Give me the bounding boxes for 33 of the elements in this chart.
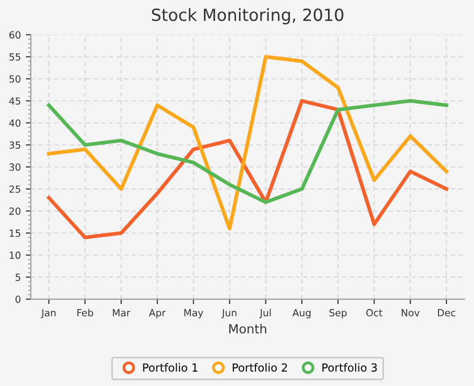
y-tick-label: 35 — [9, 141, 20, 149]
line-series — [47, 99, 448, 204]
x-tick-label: Sep — [330, 309, 347, 318]
y-tick-label: 15 — [10, 230, 20, 237]
x-axis-title: Month — [229, 324, 266, 334]
x-tick-label: Oct — [366, 309, 382, 316]
x-tick-label: Aug — [292, 309, 310, 318]
y-tick-label: 30 — [9, 163, 20, 171]
y-tick-label: 0 — [16, 296, 20, 303]
y-tick-label: 5 — [16, 274, 20, 281]
x-tick-label: Jun — [221, 309, 236, 318]
x-tick-label: Apr — [148, 309, 166, 318]
y-tick-label: 25 — [9, 185, 20, 193]
y-tick-label: 40 — [9, 119, 20, 127]
x-tick-label: Mar — [112, 309, 130, 316]
y-tick-label: 10 — [10, 252, 20, 259]
legend-label: Portfolio 2 — [232, 363, 287, 372]
y-tick-label: 55 — [9, 53, 20, 61]
line-series — [47, 99, 448, 240]
y-tick-label: 45 — [9, 97, 20, 105]
x-tick-label: Jan — [40, 309, 56, 318]
line-series — [47, 54, 448, 230]
chart-title: Stock Monitoring, 2010 — [152, 8, 344, 24]
x-tick-label: Jul — [259, 308, 271, 318]
y-tick-label: 50 — [9, 75, 20, 83]
legend-label: Portfolio 1 — [143, 363, 198, 372]
y-tick-label: 60 — [9, 31, 20, 39]
x-tick-label: Feb — [77, 308, 94, 316]
y-tick-label: 20 — [9, 207, 20, 215]
legend-label: Portfolio 3 — [322, 363, 377, 372]
x-tick-label: May — [184, 309, 204, 318]
x-tick-label: Dec — [438, 309, 456, 316]
x-tick-label: Nov — [402, 309, 420, 316]
